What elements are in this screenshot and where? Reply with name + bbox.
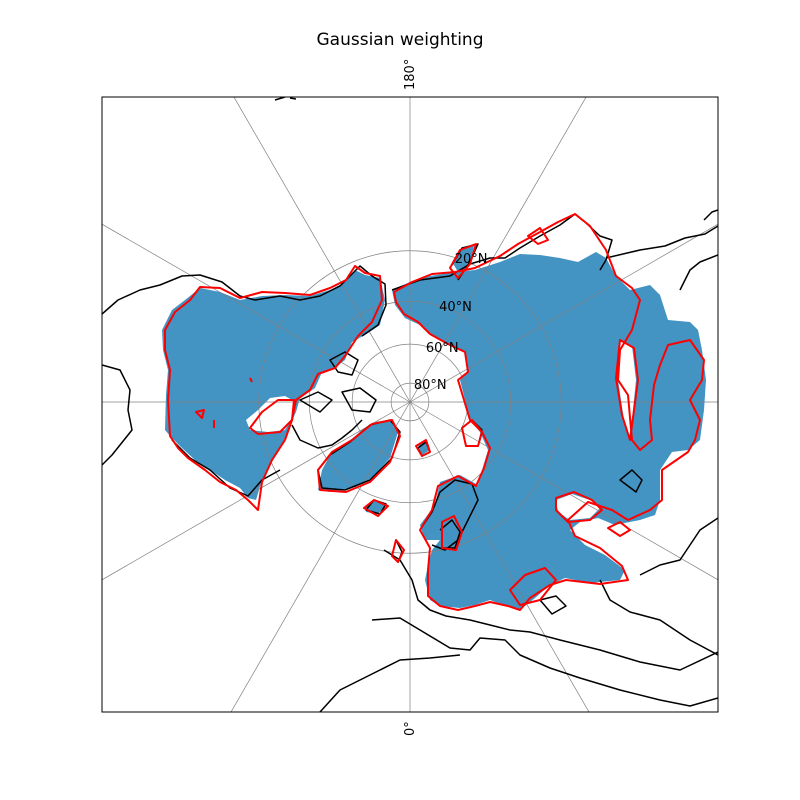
contour-svalbard bbox=[415, 439, 431, 457]
meridian-150 bbox=[409, 97, 587, 403]
contour-na-spot bbox=[195, 409, 205, 419]
page-title: Gaussian weighting bbox=[316, 30, 484, 50]
coast-hudson-east bbox=[291, 419, 363, 449]
contour-eurasia bbox=[393, 213, 705, 611]
lat-label-60: 60°N bbox=[426, 341, 459, 356]
contour-hudson bbox=[249, 399, 295, 435]
coast-far-east bbox=[605, 225, 718, 259]
coast-africa bbox=[319, 654, 461, 712]
weighted-field bbox=[162, 246, 706, 610]
contour-novaya bbox=[461, 419, 483, 447]
lat-label-40: 40°N bbox=[439, 300, 472, 315]
contour-alaska-spot bbox=[249, 377, 253, 383]
coast-alaska-west bbox=[102, 274, 256, 315]
coast-arctic-islands-3 bbox=[341, 387, 377, 413]
contour-caspian-e bbox=[607, 521, 631, 537]
coast-europe-west bbox=[383, 549, 718, 671]
gap-eurasia-notch bbox=[556, 494, 600, 520]
contour-north-america bbox=[164, 265, 383, 511]
field-greenland bbox=[318, 420, 398, 492]
contour-baltic bbox=[441, 515, 463, 551]
contour-caspian bbox=[615, 339, 639, 441]
lat-label-20: 20°N bbox=[455, 252, 488, 267]
meridian-240 bbox=[102, 223, 411, 403]
lon-label-bottom: 0° bbox=[403, 721, 418, 736]
coast-pacific-asia bbox=[679, 254, 718, 291]
latitude-labels: 80°N 60°N 40°N 20°N bbox=[414, 252, 488, 393]
contour-eurasia-notch bbox=[555, 491, 603, 523]
contour-black-sea bbox=[509, 567, 557, 606]
contour-greenland bbox=[317, 419, 401, 493]
lat-label-80: 80°N bbox=[414, 378, 447, 393]
coast-arctic-islands-2 bbox=[299, 391, 333, 413]
meridian-210 bbox=[233, 97, 411, 403]
coast-japan bbox=[703, 209, 718, 221]
coast-caspian bbox=[619, 469, 643, 493]
contours bbox=[164, 213, 705, 611]
coast-europe-south bbox=[371, 617, 718, 707]
meridian-120 bbox=[409, 223, 718, 403]
coast-pacific-nw bbox=[102, 364, 133, 466]
map-frame bbox=[101, 96, 719, 713]
coast-arctic-islands-1 bbox=[329, 351, 359, 376]
gap-hudson-bay bbox=[246, 396, 296, 432]
meridian-300 bbox=[102, 401, 411, 581]
contour-sakhalin bbox=[527, 227, 549, 245]
coast-black-sea bbox=[539, 595, 567, 615]
lon-label-top: 180° bbox=[403, 59, 418, 90]
meridian-330 bbox=[230, 401, 411, 712]
meridian-60 bbox=[409, 401, 718, 581]
field-north-america bbox=[162, 270, 385, 500]
contour-kamchatka bbox=[449, 243, 477, 279]
gap-caspian bbox=[618, 340, 636, 440]
contour-brit bbox=[391, 539, 405, 563]
coast-arabia bbox=[599, 579, 718, 656]
coast-canada-north bbox=[254, 265, 387, 337]
coast-indian-ocean bbox=[639, 517, 718, 576]
contour-iceland bbox=[363, 499, 389, 517]
coast-baltic bbox=[439, 519, 461, 549]
meridian-30 bbox=[409, 401, 590, 712]
coast-scandinavia bbox=[419, 479, 479, 551]
